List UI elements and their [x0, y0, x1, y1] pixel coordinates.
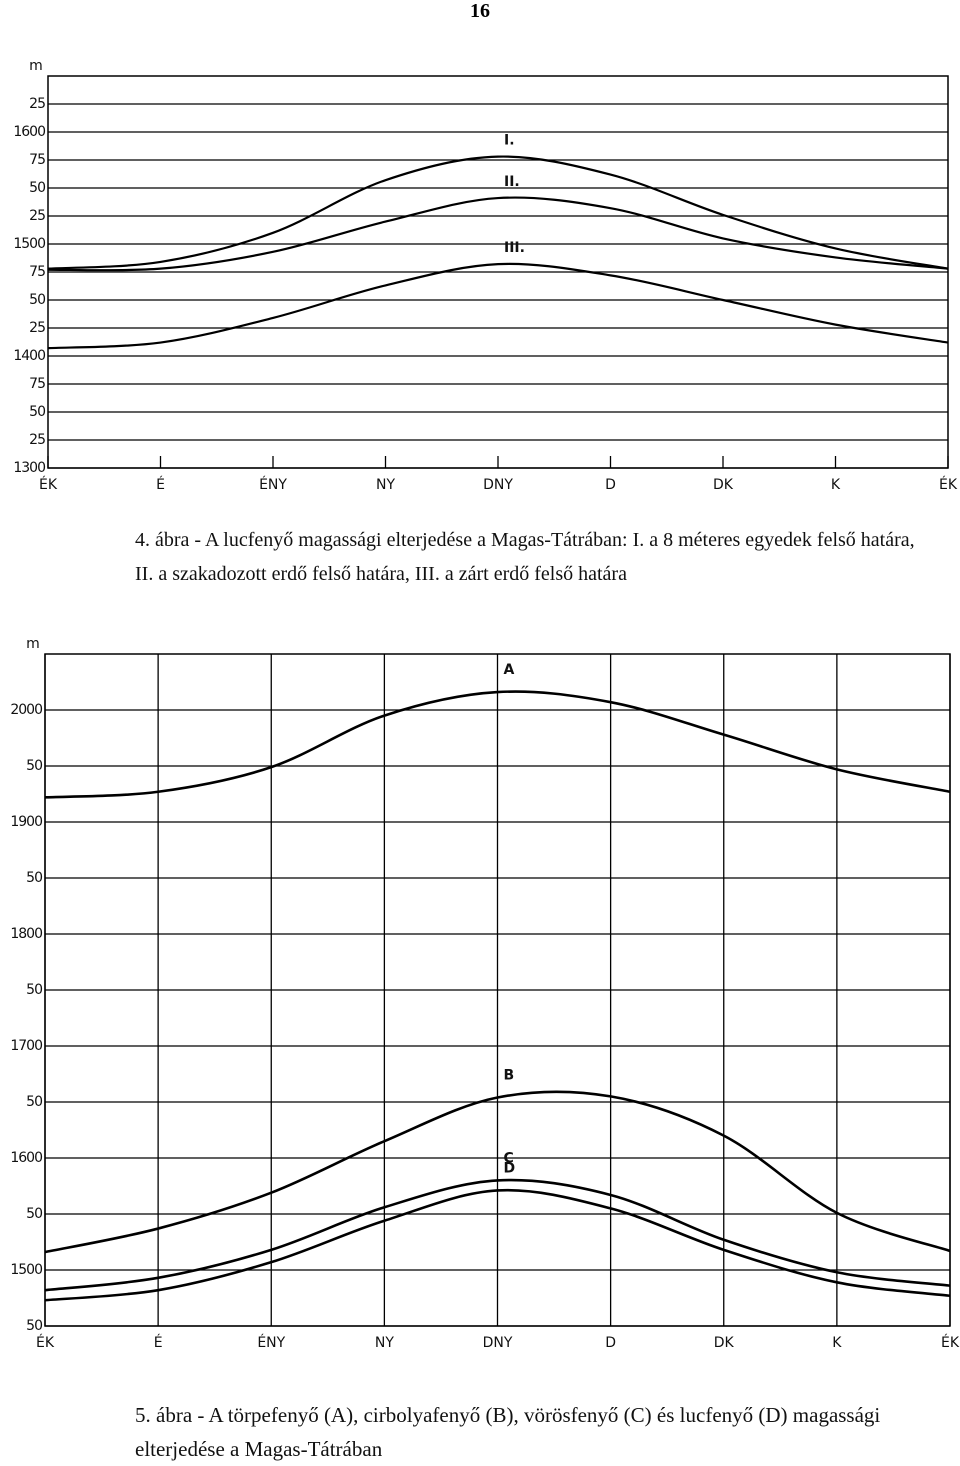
series-line [44, 1178, 951, 1292]
y-tick-label: 1500 [10, 1262, 42, 1278]
y-tick-label: 1600 [13, 124, 45, 140]
y-tick-label: 75 [29, 376, 45, 392]
y-tick-label: 1600 [10, 1150, 42, 1166]
y-axis-label: m [26, 636, 40, 652]
x-tick-label: K [832, 1335, 842, 1351]
series-label: B [504, 1068, 515, 1084]
y-tick-label: 1700 [10, 1038, 42, 1054]
series-label: D [504, 1160, 516, 1176]
series-line [44, 1090, 951, 1254]
y-tick-label: 50 [26, 1094, 42, 1110]
y-tick-label: 50 [26, 982, 42, 998]
y-tick-label: 25 [29, 432, 45, 448]
x-tick-label: K [831, 477, 841, 493]
series-label: A [504, 662, 515, 678]
x-tick-label: DNY [483, 477, 513, 493]
x-tick-label: NY [375, 1335, 394, 1351]
page-number: 16 [470, 0, 490, 22]
series-line [47, 155, 949, 270]
y-tick-label: 25 [29, 320, 45, 336]
x-tick-label: ÉK [36, 1334, 55, 1351]
x-tick-label: É [154, 1334, 163, 1351]
series-label: III. [504, 240, 525, 256]
series-label: I. [504, 133, 515, 149]
x-tick-label: DNY [483, 1335, 513, 1351]
x-tick-label: ÉK [939, 476, 958, 493]
y-tick-label: 25 [29, 96, 45, 112]
y-tick-label: 2000 [10, 702, 42, 718]
series-line [44, 1188, 951, 1302]
y-tick-label: 50 [29, 292, 45, 308]
y-tick-label: 1400 [13, 348, 45, 364]
series-line [44, 690, 951, 799]
x-tick-label: DK [713, 477, 734, 493]
y-tick-label: 50 [26, 870, 42, 886]
y-tick-label: 1900 [10, 814, 42, 830]
series-line [47, 196, 949, 272]
y-tick-label: 50 [26, 758, 42, 774]
y-tick-label: 75 [29, 152, 45, 168]
y-tick-label: 1800 [10, 926, 42, 942]
x-tick-label: D [605, 1335, 616, 1351]
caption: 4. ábra - A lucfenyő magassági elterjedé… [135, 529, 915, 585]
x-tick-label: ÉK [941, 1334, 960, 1351]
y-tick-label: 50 [29, 180, 45, 196]
y-tick-label: 1500 [13, 236, 45, 252]
y-tick-label: 50 [26, 1318, 42, 1334]
y-axis-label: m [29, 58, 43, 74]
x-tick-label: NY [376, 477, 395, 493]
x-tick-label: DK [714, 1335, 735, 1351]
y-tick-label: 50 [29, 404, 45, 420]
y-tick-label: 75 [29, 264, 45, 280]
series-line [47, 262, 949, 350]
x-tick-label: ÉK [39, 476, 58, 493]
series-label: II. [504, 174, 520, 190]
x-tick-label: D [605, 477, 616, 493]
y-tick-label: 1300 [13, 460, 45, 476]
x-tick-label: É [156, 476, 165, 493]
x-tick-label: ÉNY [257, 1334, 285, 1351]
x-tick-label: ÉNY [259, 476, 287, 493]
caption: 5. ábra - A törpefenyő (A), cirbolyafeny… [135, 1403, 881, 1461]
y-tick-label: 50 [26, 1206, 42, 1222]
y-tick-label: 25 [29, 208, 45, 224]
series-label: C [504, 1150, 514, 1166]
